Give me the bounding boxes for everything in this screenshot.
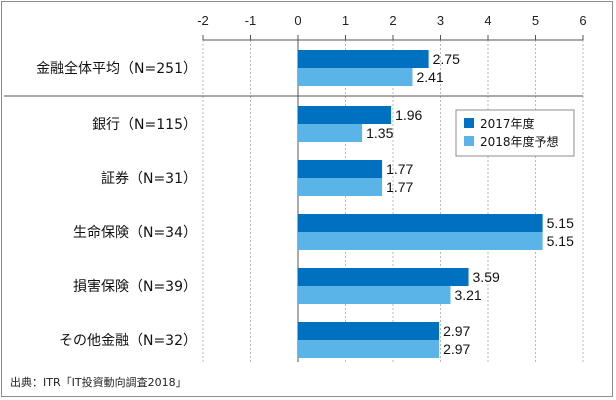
bar-1-4 xyxy=(298,286,451,304)
value-label-1-3: 5.15 xyxy=(547,233,574,249)
category-label-2: 証券（N=31） xyxy=(101,171,197,187)
tick-label-x-1: -1 xyxy=(245,13,257,28)
bar-0-5 xyxy=(298,322,440,340)
bar-1-0 xyxy=(298,68,413,86)
legend-label-0: 2017年度 xyxy=(480,116,535,131)
bar-1-1 xyxy=(298,124,363,142)
value-label-1-5: 2.97 xyxy=(443,341,470,357)
tick-label-x-4: 2 xyxy=(389,13,396,28)
legend-box xyxy=(455,109,575,157)
category-label-1: 銀行（N=115） xyxy=(92,117,197,133)
bar-1-2 xyxy=(298,178,383,196)
bar-0-1 xyxy=(298,106,392,124)
bar-1-3 xyxy=(298,232,543,250)
tick-label-x-7: 5 xyxy=(532,13,539,28)
bar-1-5 xyxy=(298,340,440,358)
category-label-0: 金融全体平均（N=251） xyxy=(36,60,197,77)
value-label-1-2: 1.77 xyxy=(386,179,413,195)
source-note: 出典：ITR「IT投資動向調査2018」 xyxy=(10,376,187,389)
category-label-5: その他金融（N=32） xyxy=(59,333,197,349)
value-label-1-1: 1.35 xyxy=(366,125,393,141)
value-label-0-5: 2.97 xyxy=(443,323,470,339)
value-label-0-2: 1.77 xyxy=(386,161,413,177)
bar-0-0 xyxy=(298,50,429,68)
tick-label-x-6: 4 xyxy=(484,13,491,28)
value-label-0-0: 2.75 xyxy=(433,51,460,67)
bar-0-4 xyxy=(298,268,469,286)
value-label-1-4: 3.21 xyxy=(454,287,481,303)
tick-label-x-2: 0 xyxy=(294,13,301,28)
tick-label-x-5: 3 xyxy=(437,13,444,28)
bar-0-3 xyxy=(298,214,543,232)
value-label-0-1: 1.96 xyxy=(395,107,422,123)
bar-0-2 xyxy=(298,160,383,178)
tick-label-x-8: 6 xyxy=(579,13,586,28)
legend-label-1: 2018年度予想 xyxy=(480,134,559,149)
value-label-0-4: 3.59 xyxy=(473,269,500,285)
tick-label-x-0: -2 xyxy=(197,13,209,28)
value-label-1-0: 2.41 xyxy=(416,69,443,85)
category-label-4: 損害保険（N=39） xyxy=(73,279,197,295)
legend-swatch-1 xyxy=(464,136,474,146)
legend-swatch-0 xyxy=(464,118,474,128)
tick-label-x-3: 1 xyxy=(342,13,349,28)
category-label-3: 生命保険（N=34） xyxy=(73,224,197,241)
value-label-0-3: 5.15 xyxy=(547,215,574,231)
